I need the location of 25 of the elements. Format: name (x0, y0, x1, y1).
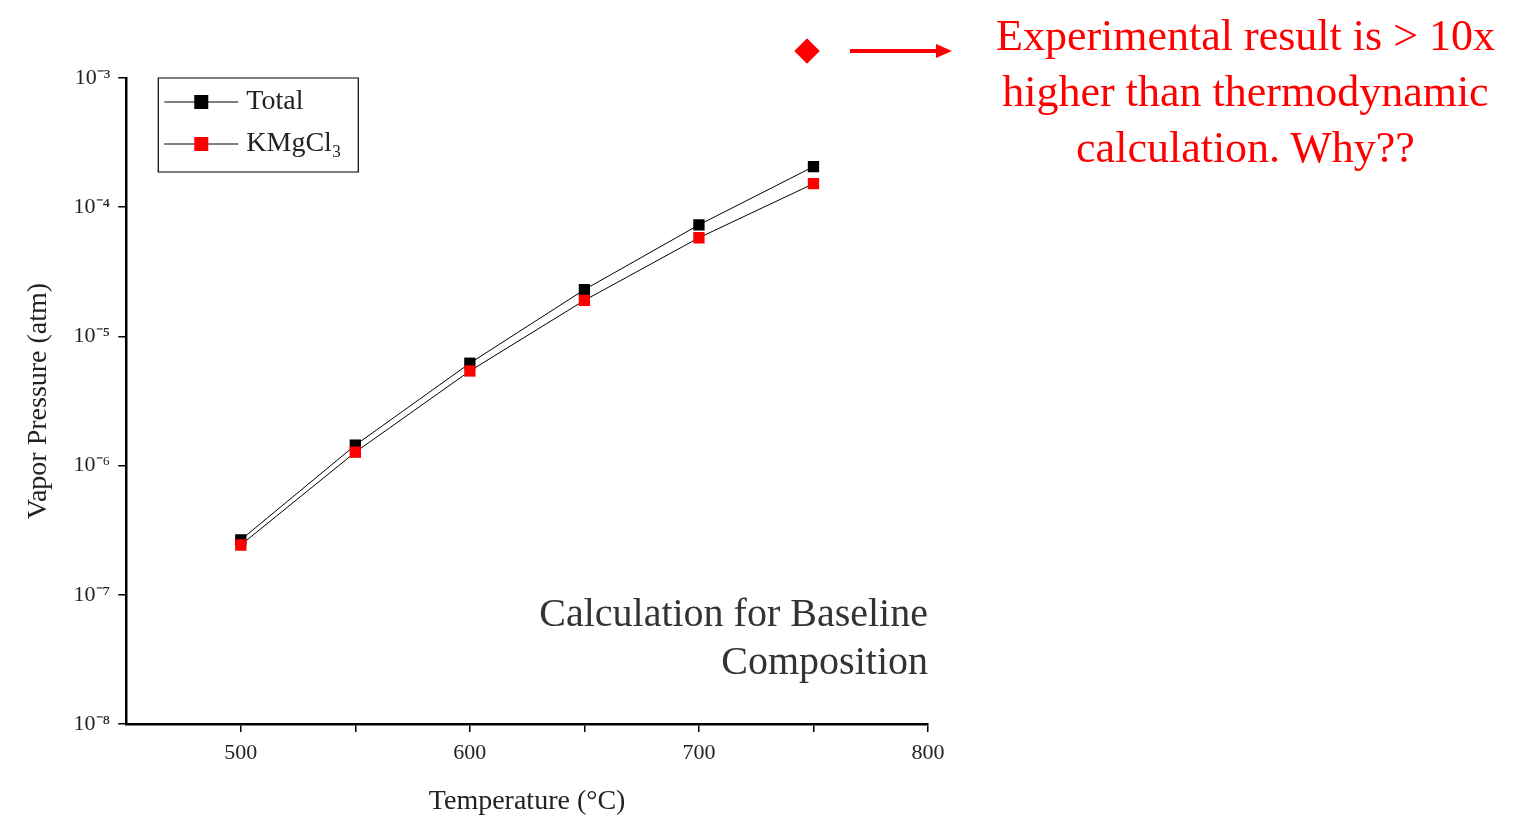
y-tick-label: 10⁻⁷ (73, 580, 111, 606)
x-tick-label: 800 (911, 738, 945, 764)
x-axis-title: Temperature (°C) (428, 783, 626, 815)
y-tick-label: 10⁻⁴ (73, 192, 111, 218)
y-tick-label: 10⁻⁵ (73, 322, 111, 348)
point (235, 539, 247, 551)
text: Experimental result is > 10x higher than thermodynamic calculation. Why?? (995, 10, 1496, 174)
y-tick-label: 10⁻³ (74, 63, 111, 89)
point (349, 446, 361, 458)
point (693, 232, 705, 244)
x-tick-label: 600 (453, 738, 487, 764)
point (464, 365, 476, 377)
point (693, 219, 705, 231)
x-tick-label: 500 (224, 738, 258, 764)
point (578, 294, 591, 307)
legend-label: Total (246, 84, 304, 116)
legend-label: KMgCl₃ (246, 126, 342, 158)
y-tick-label: 10⁻⁶ (73, 451, 111, 477)
point (578, 284, 591, 296)
x-tick-label: 700 (682, 738, 716, 764)
text: Calculation for Baseline Composition (539, 590, 928, 683)
y-axis-title: Vapor Pressure (atm) (21, 282, 53, 520)
point (807, 178, 820, 190)
point (807, 160, 820, 173)
y-tick-label: 10⁻⁸ (73, 709, 111, 735)
